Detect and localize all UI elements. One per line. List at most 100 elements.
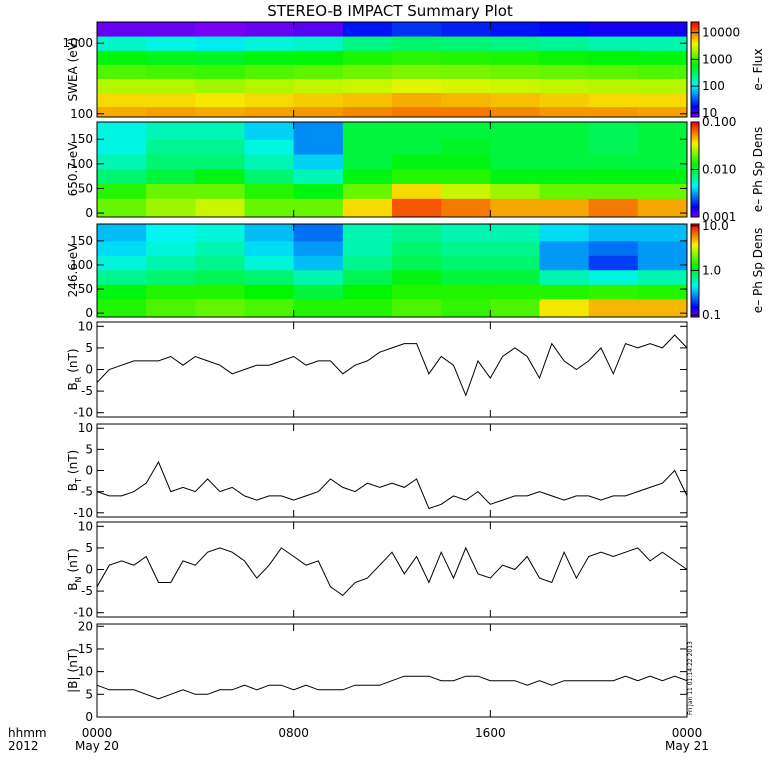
heatmap-cell [244, 284, 295, 300]
heatmap-cell [490, 64, 540, 80]
heatmap-cell [146, 183, 196, 199]
heatmap-cell [146, 122, 196, 140]
colorbar-swatch [691, 284, 699, 288]
heatmap-cell [490, 22, 540, 37]
heatmap-cell [244, 22, 295, 37]
heatmap-cell [490, 106, 540, 118]
heatmap-cell [539, 78, 590, 94]
heatmap-cell [146, 92, 196, 108]
plot-title: STEREO-B IMPACT Summary Plot [267, 2, 513, 20]
colorbar-swatch [691, 226, 699, 230]
colorbar-swatch [691, 289, 699, 292]
heatmap-cell [637, 298, 688, 318]
heatmap-cell [637, 92, 688, 108]
colorbar-swatch [691, 214, 699, 218]
colorbar-swatch [691, 263, 699, 267]
heatmap-cell [293, 92, 344, 108]
heatmap-cell [97, 284, 147, 300]
heatmap-cell [637, 64, 688, 80]
colorbar-swatch [691, 305, 699, 309]
heatmap-cell [637, 153, 688, 170]
heatmap-cell [244, 183, 295, 199]
heatmap-cell [146, 298, 196, 318]
heatmap-cell [97, 122, 147, 140]
y-tick-label: -5 [81, 584, 93, 598]
heatmap-cell [637, 198, 688, 218]
colorbar-swatch [691, 164, 699, 168]
heatmap-cell [293, 240, 344, 256]
colorbar-swatch [691, 105, 699, 108]
heatmap-cell [539, 298, 590, 318]
heatmap-cell [244, 198, 295, 218]
heatmap-cell [539, 36, 590, 51]
heatmap-cell [539, 64, 590, 80]
heatmap-cell [195, 240, 245, 256]
heatmap-cell [637, 139, 688, 155]
y-tick-label: 100 [70, 258, 93, 272]
heatmap-cell [97, 153, 147, 170]
colorbar-swatch [691, 124, 699, 128]
heatmap-cell [539, 139, 590, 155]
y-tick-label: -10 [73, 606, 93, 620]
colorbar-swatch [691, 143, 699, 147]
colorbar-swatch [691, 36, 699, 40]
heatmap-cell [490, 224, 540, 242]
colorbar-swatch [691, 167, 699, 170]
heatmap-cell [637, 22, 688, 37]
heatmap-cell [588, 198, 639, 218]
heatmap-cell [146, 224, 196, 242]
heatmap-cell [441, 22, 491, 37]
heatmap-cell [588, 153, 639, 170]
colorbar-swatch [691, 240, 699, 244]
y-axis-label-unit: (nT) [66, 348, 80, 372]
heatmap-cell [146, 22, 196, 37]
end-date-label: May 21 [665, 739, 709, 753]
heatmap-cell [244, 36, 295, 51]
heatmap-cell [539, 106, 590, 118]
heatmap-cell [97, 139, 147, 155]
x-tick-label: 0800 [278, 726, 309, 740]
heatmap-cell [392, 198, 442, 218]
x-tick-label: 0000 [82, 726, 113, 740]
y-tick-label: 1000 [62, 36, 93, 50]
colorbar-swatch [691, 100, 699, 104]
heatmap-cell [392, 50, 442, 65]
heatmap-cell [97, 78, 147, 94]
heatmap-cell [392, 122, 442, 140]
colorbar-swatch [691, 230, 699, 234]
heatmap-cell [588, 78, 639, 94]
y-tick-label: -10 [73, 406, 93, 420]
heatmap-cell [342, 64, 393, 80]
heatmap-cell [97, 36, 147, 51]
heatmap-cell [392, 240, 442, 256]
heatmap-cell [342, 284, 393, 300]
y-axis-label: SWEA (eV) [66, 37, 80, 101]
heatmap-cell [392, 255, 442, 271]
heatmap-cell [244, 269, 295, 285]
colorbar-swatch [691, 303, 699, 306]
line-series [96, 675, 688, 700]
heatmap-cell [539, 183, 590, 199]
y-tick-label: -5 [81, 485, 93, 499]
panel-frame [96, 121, 688, 218]
colorbar-swatch [691, 244, 699, 248]
colorbar-swatch [691, 176, 699, 180]
heatmap-cell [392, 78, 442, 94]
heatmap-cell [637, 224, 688, 242]
heatmap-cell [97, 198, 147, 218]
heatmap-cell [293, 122, 344, 140]
y-axis-label-main: 650.7 eV [66, 142, 80, 197]
colorbar-tick-label: 0.100 [702, 115, 736, 129]
colorbar-swatch [691, 150, 699, 154]
y-axis-label-unit: (nT) [66, 450, 80, 474]
heatmap-cell [293, 106, 344, 118]
line-series [96, 460, 688, 510]
heatmap-cell [97, 255, 147, 271]
heatmap-cell [342, 122, 393, 140]
y-tick-label: 15 [78, 642, 93, 656]
heatmap-cell [441, 64, 491, 80]
colorbar-swatch [691, 183, 699, 187]
y-axis-label-main: B [66, 583, 80, 591]
heatmap-cell [342, 106, 393, 118]
colorbar-swatch [691, 129, 699, 132]
